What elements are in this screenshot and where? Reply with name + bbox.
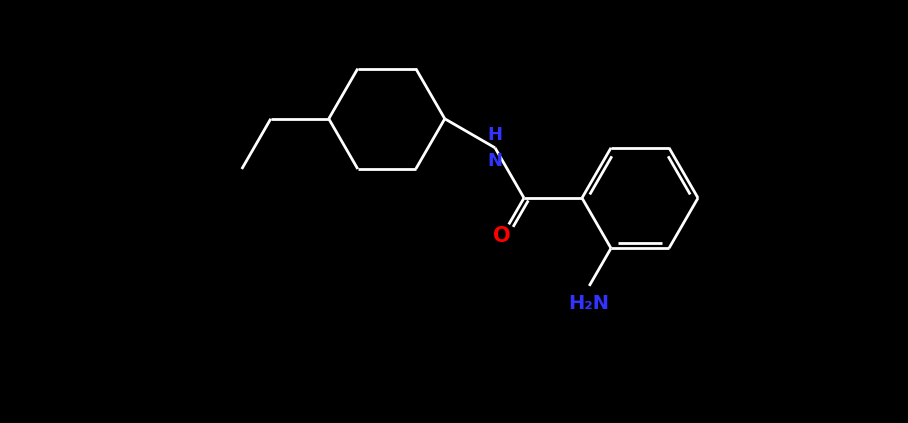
Text: H₂N: H₂N	[568, 294, 610, 313]
Text: O: O	[493, 226, 511, 246]
Text: N: N	[488, 152, 502, 170]
Text: H: H	[488, 126, 502, 144]
